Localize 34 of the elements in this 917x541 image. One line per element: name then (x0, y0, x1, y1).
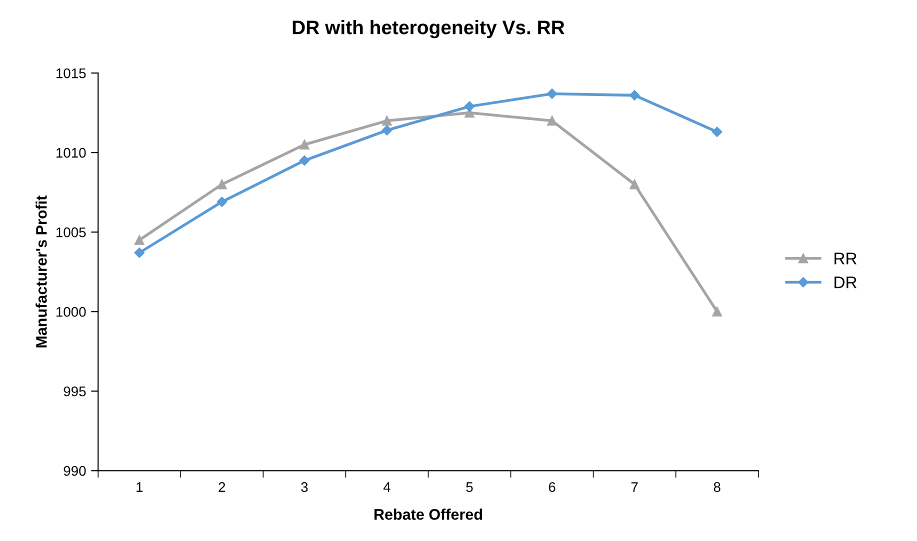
x-axis-title: Rebate Offered (374, 508, 482, 520)
y-axis-title: Manufacturer's Profit (36, 196, 47, 348)
legend-label: RR (834, 252, 857, 264)
y-tick-label: 995 (64, 386, 86, 396)
point (464, 101, 475, 112)
point (134, 235, 144, 245)
point (299, 155, 310, 166)
legend-label: DR (834, 276, 857, 288)
y-tick-label: 1015 (56, 68, 86, 78)
x-tick-label: 4 (383, 482, 390, 492)
y-tick-label: 1010 (56, 148, 86, 158)
point (217, 180, 227, 190)
x-tick-label: 2 (218, 482, 226, 492)
chart-title: DR with heterogeneity Vs. RR (292, 20, 565, 38)
point (547, 116, 557, 126)
point (216, 196, 228, 207)
x-tick-label: 8 (714, 482, 720, 492)
point (546, 88, 558, 99)
y-tick-label: 990 (64, 466, 86, 476)
x-tick-label: 6 (548, 482, 556, 492)
point (382, 125, 392, 136)
x-tick-label: 1 (136, 482, 143, 492)
point (630, 180, 640, 190)
point (629, 90, 640, 100)
x-tick-label: 5 (466, 482, 473, 492)
point (300, 140, 310, 150)
x-tick-label: 3 (301, 482, 308, 492)
point (134, 248, 144, 258)
y-tick-label: 1000 (56, 306, 86, 317)
point (712, 126, 722, 137)
point (712, 306, 722, 316)
y-tick-label: 1005 (56, 227, 86, 238)
x-tick-label: 7 (631, 482, 638, 492)
point (382, 116, 392, 126)
